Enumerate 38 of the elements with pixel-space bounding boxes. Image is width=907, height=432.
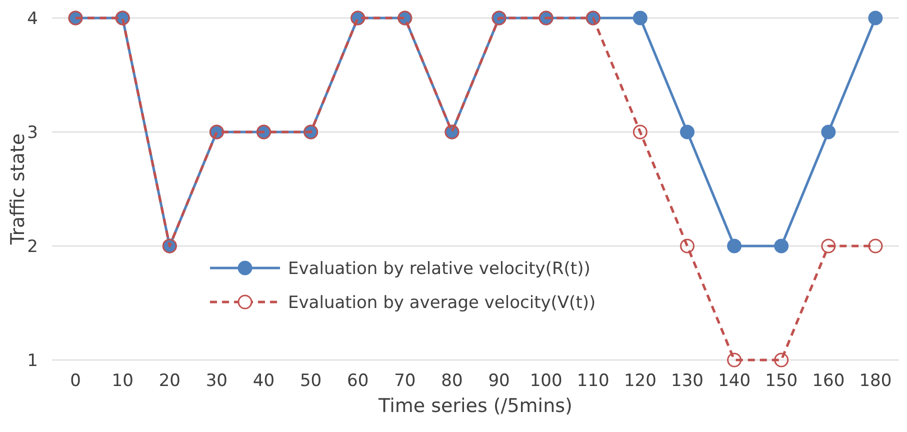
x-tick-label: 70 xyxy=(394,371,416,391)
y-axis-title: Traffic state xyxy=(7,133,29,246)
y-tick-label: 1 xyxy=(27,350,38,371)
x-tick-label: 40 xyxy=(252,371,275,391)
x-tick-label: 80 xyxy=(441,371,463,391)
point xyxy=(632,10,648,26)
point xyxy=(727,352,742,368)
point xyxy=(868,10,883,26)
x-tick-label: 90 xyxy=(488,371,510,391)
x-tick-label: 50 xyxy=(300,371,322,391)
y-tick-label: 2 xyxy=(27,236,38,257)
point xyxy=(727,238,742,254)
x-tick-label: 20 xyxy=(158,371,180,391)
x-tick-label: 140 xyxy=(718,371,751,391)
x-tick-label: 120 xyxy=(624,371,656,391)
point xyxy=(774,238,789,254)
x-tick-label: 160 xyxy=(812,371,845,391)
point xyxy=(632,124,648,140)
x-axis-title: Time series (/5mins) xyxy=(378,395,572,417)
x-tick-label: 100 xyxy=(530,371,562,391)
x-tick-label: 130 xyxy=(671,371,704,391)
point xyxy=(680,238,694,254)
legend-label: Evaluation by relative velocity(R(t)) xyxy=(288,258,590,279)
legend-label: Evaluation by average velocity(V(t)) xyxy=(288,292,596,313)
y-tick-label: 4 xyxy=(27,8,38,29)
x-tick-label: 10 xyxy=(112,371,134,391)
point xyxy=(868,238,883,254)
x-tick-label: 110 xyxy=(576,371,610,391)
x-tick-label: 0 xyxy=(70,371,81,391)
y-tick-label: 3 xyxy=(27,122,38,143)
x-tick-label: 150 xyxy=(765,371,798,391)
point xyxy=(821,238,836,254)
point xyxy=(774,352,789,368)
x-tick-label: 180 xyxy=(859,371,892,391)
point xyxy=(680,124,694,140)
x-tick-label: 60 xyxy=(347,371,369,391)
x-tick-label: 30 xyxy=(206,371,228,391)
point xyxy=(821,124,836,140)
